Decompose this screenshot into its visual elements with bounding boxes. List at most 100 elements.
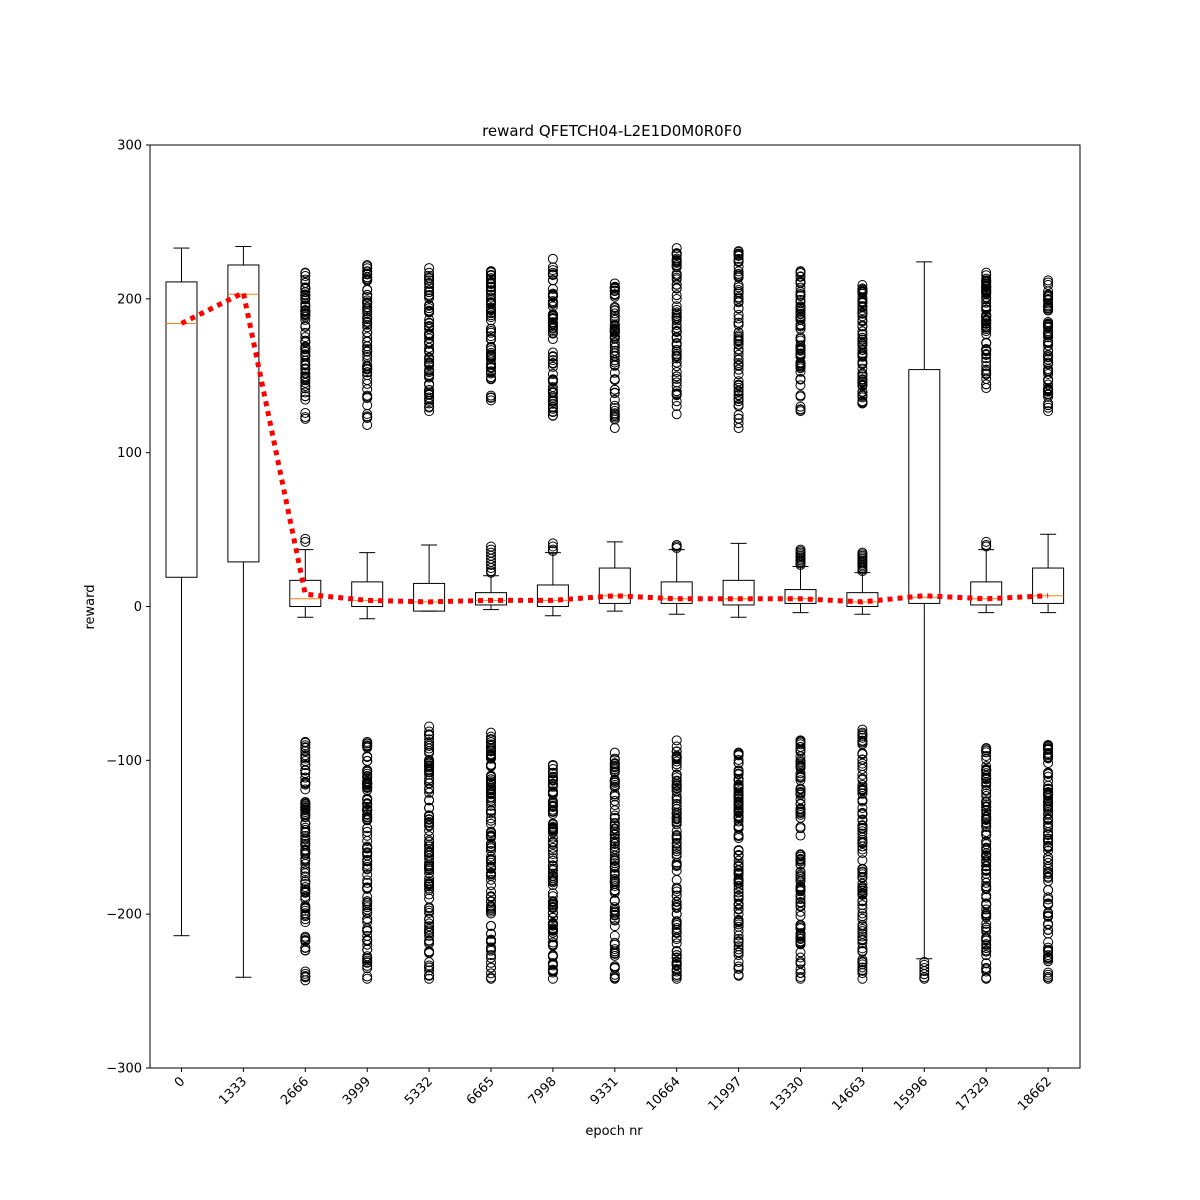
outlier-point: [300, 412, 311, 423]
outlier-point: [609, 910, 620, 921]
outlier-point: [609, 325, 620, 336]
outlier-point: [857, 297, 868, 308]
outlier-point: [609, 374, 620, 385]
outlier-point: [795, 361, 806, 372]
outlier-point: [671, 938, 682, 949]
outlier-point: [362, 793, 373, 804]
outlier-point: [300, 798, 311, 809]
outlier-point: [857, 964, 868, 975]
box: [165, 281, 198, 578]
outlier-point: [671, 326, 682, 337]
outlier-point: [733, 354, 744, 365]
outlier-point: [795, 897, 806, 908]
outlier-point: [362, 875, 373, 886]
outlier-point: [981, 360, 992, 371]
outlier-point: [609, 384, 620, 395]
outlier-point: [424, 865, 435, 876]
plot-area: [165, 243, 1065, 986]
outlier-point: [424, 861, 435, 872]
outlier-point: [981, 366, 992, 377]
outlier-point: [857, 769, 868, 780]
x-tick-label: 11997: [706, 1074, 746, 1114]
x-tick-label: 0: [172, 1074, 188, 1090]
outlier-point: [857, 754, 868, 765]
outlier-point: [857, 968, 868, 979]
outlier-point: [981, 326, 992, 337]
outlier-point: [300, 784, 311, 795]
outlier-point: [547, 398, 558, 409]
outlier-point: [795, 390, 806, 401]
outlier-point: [424, 303, 435, 314]
outlier-point: [300, 274, 311, 285]
box-group: [908, 261, 941, 984]
outlier-point: [981, 541, 992, 552]
outlier-point: [981, 843, 992, 854]
outlier-point: [1043, 319, 1054, 330]
outlier-point: [609, 308, 620, 319]
outlier-point: [671, 272, 682, 283]
outlier-point: [424, 756, 435, 767]
outlier-point: [795, 303, 806, 314]
outlier-point: [1043, 336, 1054, 347]
outlier-point: [547, 774, 558, 785]
outlier-point: [733, 413, 744, 424]
outlier-point: [609, 747, 620, 758]
outlier-point: [362, 275, 373, 286]
outlier-point: [857, 785, 868, 796]
outlier-point: [671, 902, 682, 913]
y-tick-label: 0: [134, 600, 142, 615]
outlier-point: [300, 966, 311, 977]
outlier-point: [424, 762, 435, 773]
outlier-point: [486, 831, 496, 842]
outlier-point: [547, 546, 558, 557]
outlier-point: [1043, 967, 1054, 978]
outlier-point: [1043, 969, 1054, 980]
outlier-point: [981, 883, 992, 894]
y-tick-label: 300: [117, 139, 142, 154]
outlier-point: [981, 791, 992, 802]
outlier-point: [424, 831, 435, 842]
outlier-point: [424, 973, 435, 984]
outlier-point: [671, 256, 682, 267]
outlier-point: [857, 883, 868, 894]
outlier-point: [486, 785, 496, 796]
outlier-point: [547, 760, 558, 771]
outlier-point: [424, 946, 435, 957]
outlier-point: [981, 829, 992, 840]
outlier-point: [424, 318, 435, 329]
outlier-point: [362, 904, 373, 915]
outlier-point: [733, 758, 744, 769]
outlier-point: [362, 364, 373, 375]
outlier-point: [547, 289, 558, 300]
outlier-point: [547, 538, 558, 549]
outlier-point: [795, 808, 806, 819]
outlier-point: [362, 738, 373, 749]
outlier-point: [362, 813, 373, 824]
outlier-point: [609, 302, 620, 313]
outlier-point: [486, 945, 496, 956]
outlier-point: [733, 268, 744, 279]
outlier-point: [795, 964, 806, 975]
outlier-point: [795, 282, 806, 293]
outlier-point: [547, 853, 558, 864]
outlier-point: [424, 345, 435, 356]
outlier-point: [1043, 813, 1054, 824]
outlier-point: [609, 921, 620, 932]
outlier-point: [857, 329, 868, 340]
outlier-point: [1043, 352, 1054, 363]
outlier-point: [795, 849, 806, 860]
outlier-point: [1043, 841, 1054, 852]
box-group: [413, 263, 446, 984]
outlier-point: [1043, 911, 1054, 922]
outlier-point: [362, 346, 373, 357]
outlier-point: [300, 849, 311, 860]
outlier-point: [609, 281, 620, 292]
outlier-point: [362, 768, 373, 779]
outlier-point: [1043, 776, 1054, 787]
outlier-point: [981, 861, 992, 872]
outlier-point: [547, 779, 558, 790]
outlier-point: [795, 306, 806, 317]
outlier-point: [300, 373, 311, 384]
outlier-point: [609, 775, 620, 786]
outlier-point: [671, 808, 682, 819]
